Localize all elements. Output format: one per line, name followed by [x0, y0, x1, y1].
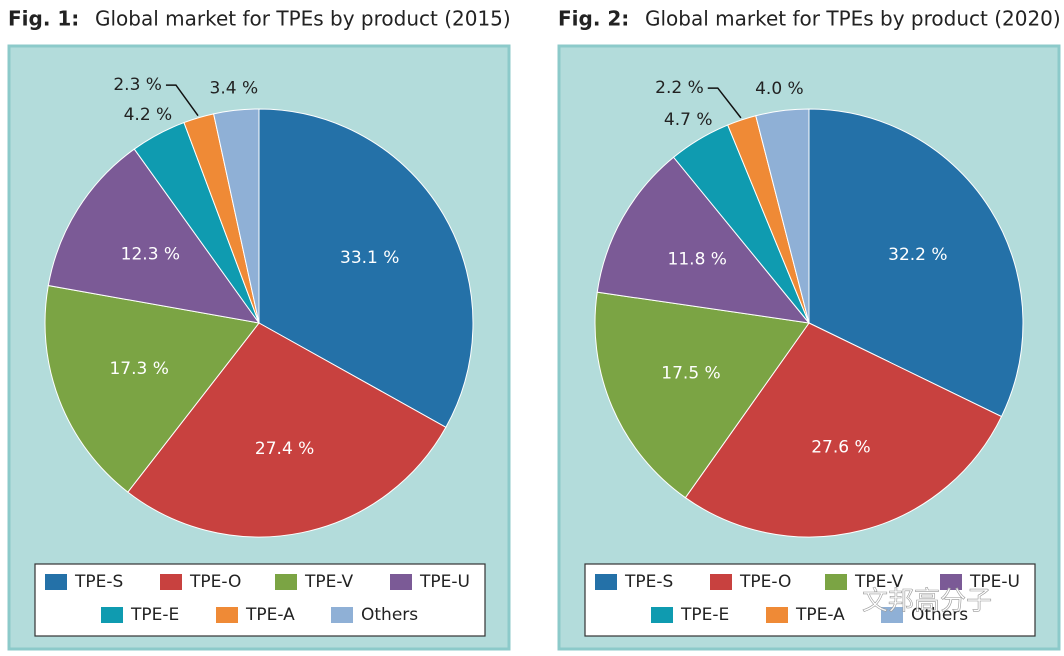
legend-swatch [331, 607, 353, 623]
slice-label: 2.2 % [655, 78, 704, 98]
legend-label: TPE-U [419, 572, 470, 592]
slice-label: 17.5 % [661, 364, 720, 384]
legend-label: Others [911, 605, 968, 625]
pie-slice [808, 108, 1024, 418]
legend-label: TPE-V [854, 572, 904, 592]
legend-swatch [710, 574, 732, 590]
legend-swatch [825, 574, 847, 590]
slice-label: 12.3 % [121, 245, 180, 265]
chart-title: Global market for TPEs by product (2015) [95, 7, 511, 31]
legend-label: TPE-O [189, 572, 241, 592]
leader-line [165, 84, 199, 117]
leader-line [707, 87, 742, 119]
legend-swatch [45, 574, 67, 590]
slice-label: 32.2 % [888, 245, 947, 265]
slice-label: 2.3 % [113, 75, 162, 95]
legend-swatch [390, 574, 412, 590]
slice-label: 4.7 % [664, 110, 713, 130]
watermark: 文邦高分子 [862, 587, 992, 617]
pie-slice [684, 322, 1003, 538]
slice-label: 27.6 % [811, 437, 870, 457]
figure-label: Fig. 1: [8, 7, 79, 31]
legend-label: TPE-O [739, 572, 791, 592]
legend-label: Others [361, 605, 418, 625]
legend-swatch [101, 607, 123, 623]
pie-slice [213, 108, 260, 324]
legend-swatch [651, 607, 673, 623]
figure-label: Fig. 2: [558, 7, 629, 31]
pie-slice [755, 108, 810, 324]
pie-slice [127, 322, 447, 538]
pie-slice [47, 148, 261, 324]
slice-label: 3.4 % [210, 78, 259, 98]
slice-label: 17.3 % [109, 359, 168, 379]
legend-swatch [160, 574, 182, 590]
legend-swatch [216, 607, 238, 623]
pie-slice [594, 291, 810, 499]
chart-title: Global market for TPEs by product (2020) [645, 7, 1061, 31]
slice-label: 33.1 % [340, 248, 399, 268]
legend-label: TPE-E [680, 605, 729, 625]
slice-label: 27.4 % [255, 439, 314, 459]
pie-slice [258, 108, 474, 428]
legend-label: TPE-A [795, 605, 845, 625]
legend-label: TPE-U [969, 572, 1020, 592]
legend-label: TPE-S [624, 572, 673, 592]
slice-label: 4.2 % [124, 105, 173, 125]
legend-label: TPE-S [74, 572, 123, 592]
legend-swatch [595, 574, 617, 590]
legend-swatch [881, 607, 903, 623]
legend-label: TPE-E [130, 605, 179, 625]
legend-label: TPE-V [304, 572, 354, 592]
pie-slice [44, 284, 260, 493]
slice-label: 11.8 % [668, 250, 727, 270]
legend-swatch [940, 574, 962, 590]
legend-label: TPE-A [245, 605, 295, 625]
legend-swatch [275, 574, 297, 590]
pie-slice [596, 156, 811, 324]
legend-swatch [766, 607, 788, 623]
slice-label: 4.0 % [755, 79, 804, 99]
